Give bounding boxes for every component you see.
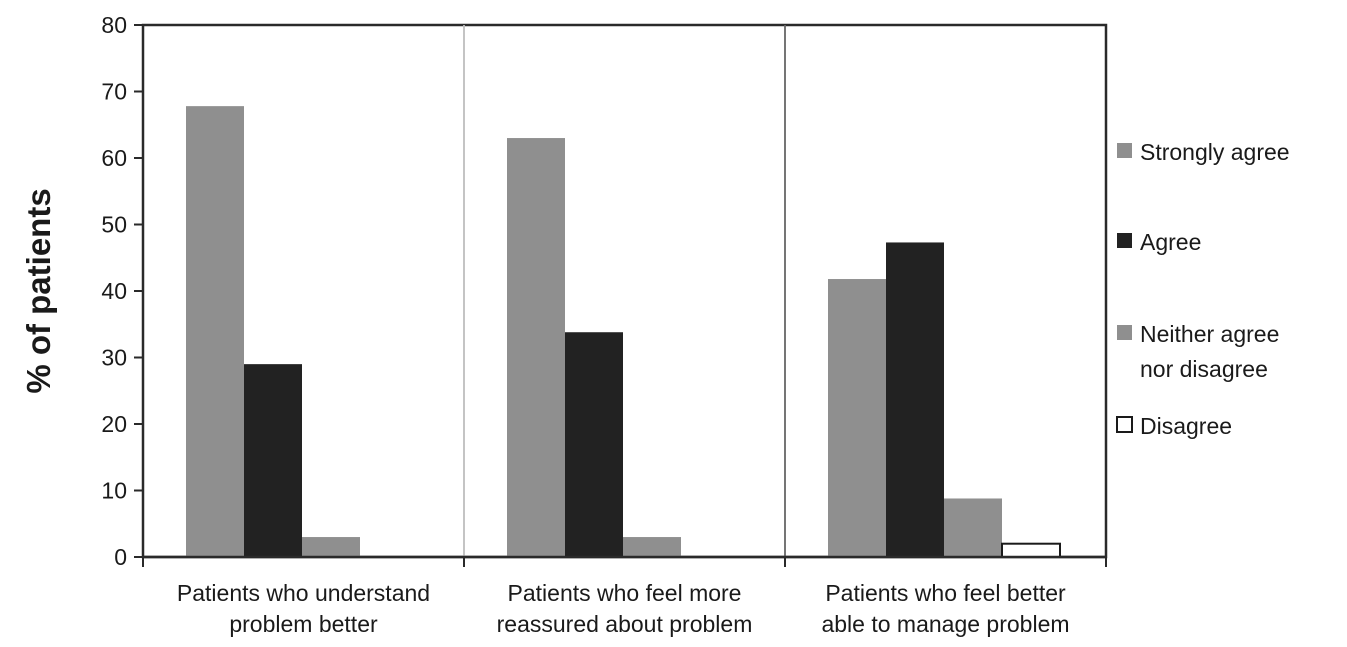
y-tick-label: 80 [101, 12, 127, 38]
y-axis-label: % of patients [20, 188, 57, 393]
x-category-label: able to manage problem [821, 611, 1069, 637]
legend-swatch [1116, 416, 1133, 433]
y-tick-label: 70 [101, 79, 127, 105]
y-tick-label: 0 [114, 544, 127, 570]
bar [1001, 542, 1061, 559]
y-tick-label: 50 [101, 212, 127, 238]
y-tick-label: 10 [101, 478, 127, 504]
x-category-label: Patients who understand [177, 580, 430, 606]
bar [302, 537, 360, 557]
x-category-label: reassured about problem [497, 611, 753, 637]
legend-label: Disagree [1140, 413, 1232, 439]
legend-label: nor disagree [1140, 356, 1268, 382]
y-tick-label: 20 [101, 411, 127, 437]
bar [244, 364, 302, 557]
bar [623, 537, 681, 557]
legend-label: Neither agree [1140, 321, 1279, 347]
y-tick-label: 30 [101, 345, 127, 371]
legend-label: Strongly agree [1140, 139, 1290, 165]
x-category-label: Patients who feel better [825, 580, 1066, 606]
y-tick-label: 60 [101, 145, 127, 171]
bar [565, 332, 623, 557]
y-tick-label: 40 [101, 278, 127, 304]
legend-swatch [1117, 325, 1132, 340]
x-category-label: Patients who feel more [508, 580, 742, 606]
bar [828, 279, 886, 557]
bar [886, 242, 944, 557]
bar [944, 498, 1002, 557]
legend-swatch [1117, 143, 1132, 158]
x-category-label: problem better [229, 611, 378, 637]
bar [507, 138, 565, 558]
legend-label: Agree [1140, 229, 1201, 255]
legend-swatch [1117, 233, 1132, 248]
bar [186, 106, 244, 557]
